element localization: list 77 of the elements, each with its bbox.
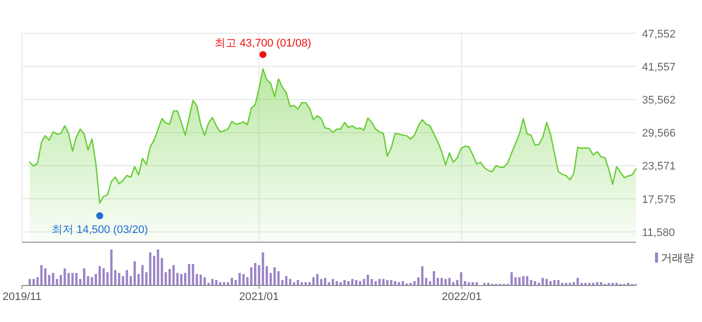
bar [572, 282, 575, 285]
bar [28, 278, 31, 285]
bar [576, 278, 579, 285]
bar [336, 281, 338, 285]
y-tick-label: 47,552 [642, 28, 676, 40]
bar [292, 282, 296, 285]
bar [230, 278, 233, 285]
bar [472, 282, 474, 285]
bar [374, 281, 377, 285]
bar [351, 278, 354, 285]
annotation: 최고 43,700 (01/08) [214, 38, 312, 50]
bar [600, 282, 602, 285]
bar [188, 264, 190, 285]
bar [288, 278, 292, 285]
y-tick-label: 35,562 [642, 94, 676, 106]
bar [460, 272, 462, 285]
bar [168, 269, 171, 285]
bar [67, 272, 70, 285]
bar [180, 274, 182, 285]
bar [545, 278, 548, 285]
bar [557, 280, 560, 285]
bar [215, 280, 218, 285]
bar [219, 282, 222, 285]
bar [542, 278, 544, 285]
bar [440, 278, 443, 285]
bar [340, 282, 342, 285]
bar [238, 272, 241, 285]
bar [110, 250, 113, 285]
bar [522, 276, 524, 286]
bar [64, 268, 66, 285]
bar [44, 268, 46, 285]
bar [596, 282, 598, 285]
bar [328, 282, 330, 285]
bar [402, 281, 404, 285]
bar [355, 280, 358, 285]
bar [386, 280, 388, 285]
bar [134, 261, 136, 285]
bar [204, 277, 206, 285]
y-tick-label: 23,571 [642, 160, 676, 173]
y-tick-label: 29,566 [642, 128, 676, 140]
bar [398, 282, 400, 285]
bar [421, 266, 424, 285]
bar [476, 282, 478, 285]
y-tick-label: 41,557 [642, 61, 676, 74]
bar [254, 262, 256, 285]
bar [300, 282, 303, 285]
bar [452, 282, 454, 285]
bar [553, 280, 556, 285]
y-tick-label: 11,580 [642, 226, 675, 239]
bar [102, 268, 105, 285]
bar [226, 282, 230, 285]
legend-label: 거래량 [661, 252, 694, 264]
annotation: 최저 14,500 (03/20) [51, 224, 148, 236]
y-tick-label: 17,575 [642, 194, 676, 206]
bar [370, 278, 373, 285]
bar [308, 282, 311, 285]
bar [526, 276, 528, 286]
bar [250, 267, 252, 285]
bar [510, 272, 513, 285]
bar [32, 278, 35, 285]
bar [149, 252, 152, 285]
bar [304, 282, 307, 285]
bar [390, 280, 392, 285]
x-tick-label: 2019/11 [2, 291, 42, 303]
bar [316, 274, 318, 285]
bar [98, 266, 101, 285]
bar [222, 282, 226, 285]
bar [468, 282, 470, 285]
bar [324, 278, 326, 285]
bar [200, 274, 202, 285]
x-tick-label: 2022/01 [442, 291, 482, 303]
bar [332, 278, 334, 285]
bar [285, 276, 288, 286]
bar [118, 272, 120, 285]
x-tick-label: 2021/01 [239, 291, 279, 303]
bar [366, 274, 370, 285]
bar [83, 268, 86, 285]
